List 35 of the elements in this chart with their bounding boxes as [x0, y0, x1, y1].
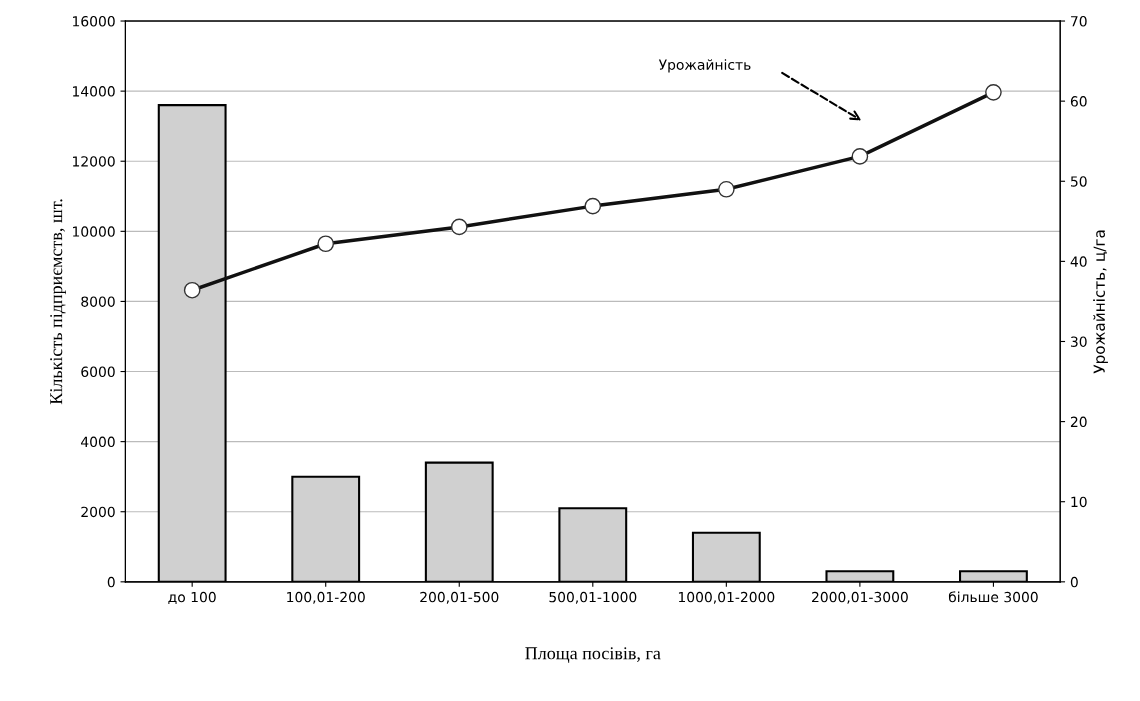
y-axis-title: Кількість підприємств, шт.: [50, 199, 66, 405]
y2-axis-title: Урожайність, ц/га: [1093, 230, 1108, 374]
x-tick-label: 1000,01-2000: [678, 591, 775, 604]
y-tick-label: 8000: [81, 296, 115, 307]
point: [985, 83, 1002, 101]
point: [851, 148, 869, 165]
x-tick-label: 100,01-200: [287, 591, 365, 604]
point: [317, 235, 335, 253]
y2-tick-label: 0: [1070, 576, 1078, 588]
point: [584, 197, 602, 215]
x-tick-label: більше 3000: [948, 591, 1038, 603]
annotation: Урожайність: [658, 59, 751, 73]
y2-tick-label: 30: [1070, 336, 1087, 347]
x-axis-title: Площа посівів, га: [525, 647, 661, 663]
x-tick-label: 2000,01-3000: [812, 591, 908, 604]
y2-tick-label: 10: [1071, 496, 1087, 508]
y-tick-label: 14000: [73, 86, 115, 97]
y-tick-label: 2000: [81, 506, 115, 518]
y2-tick-label: 70: [1071, 16, 1087, 27]
y-tick-label: 12000: [73, 156, 115, 167]
point: [718, 180, 735, 198]
y2-tick-label: 50: [1070, 176, 1087, 187]
y-tick-label: 6000: [81, 366, 115, 377]
point: [450, 218, 468, 236]
y2-tick-label: 40: [1070, 256, 1087, 267]
y-tick-label: 0: [107, 576, 115, 588]
y-tick-label: 4000: [81, 436, 115, 448]
y2-tick-label: 20: [1070, 416, 1087, 428]
y2-tick-label: 60: [1070, 96, 1087, 107]
y-tick-label: 10000: [73, 226, 115, 237]
x-tick-label: 200,01-500: [420, 591, 499, 604]
point: [183, 281, 201, 299]
x-tick-label: 500,01-1000: [549, 591, 637, 604]
x-tick-label: до 100: [168, 591, 216, 605]
y-tick-label: 16000: [73, 16, 115, 27]
